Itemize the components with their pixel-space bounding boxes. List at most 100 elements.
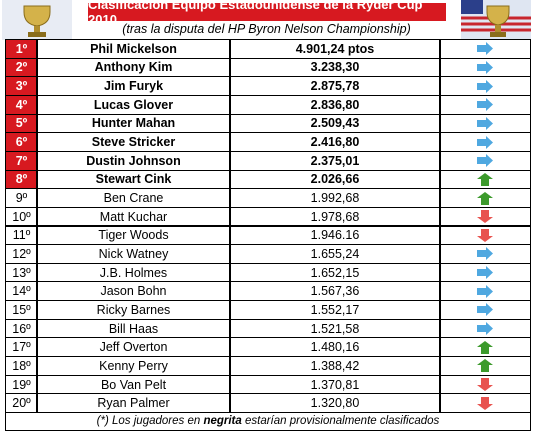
trend-arrow bbox=[477, 154, 493, 168]
arrow-shape bbox=[477, 303, 493, 317]
rank-cell: 13º bbox=[5, 262, 38, 283]
rank-cell: 9º bbox=[5, 188, 38, 208]
rank-cell: 5º bbox=[5, 113, 38, 134]
name-cell: Ricky Barnes bbox=[36, 300, 231, 320]
arrow-shape bbox=[477, 378, 493, 391]
rank-cell: 4º bbox=[5, 94, 38, 115]
arrow-shape bbox=[477, 79, 493, 93]
points-cell: 2.509,43 bbox=[229, 113, 441, 134]
name-cell: Dustin Johnson bbox=[36, 150, 231, 171]
points-cell: 1.655,24 bbox=[229, 244, 441, 264]
rank-cell: 18º bbox=[5, 356, 38, 376]
name-cell: Bo Van Pelt bbox=[36, 374, 231, 395]
rank-cell: 12º bbox=[5, 244, 38, 264]
trend-cell bbox=[439, 281, 531, 302]
footer-note: (*) Los jugadores en negrita estarían pr… bbox=[5, 413, 531, 431]
points-cell: 1.552,17 bbox=[229, 300, 441, 320]
rank-cell: 16º bbox=[5, 318, 38, 339]
trend-cell bbox=[439, 262, 531, 283]
rank-cell: 8º bbox=[5, 169, 38, 190]
name-cell: Kenny Perry bbox=[36, 356, 231, 376]
trend-cell bbox=[439, 169, 531, 190]
trend-cell bbox=[439, 206, 531, 227]
trend-arrow bbox=[477, 60, 493, 74]
name-cell: Stewart Cink bbox=[36, 169, 231, 190]
rank-cell: 17º bbox=[5, 337, 38, 358]
trend-arrow bbox=[477, 322, 493, 336]
trophy-left bbox=[2, 0, 72, 40]
rank-cell: 20º bbox=[5, 393, 38, 413]
trend-arrow bbox=[477, 228, 493, 242]
arrow-shape bbox=[477, 322, 493, 336]
trend-cell bbox=[439, 225, 531, 246]
note-text: (*) Los jugadores en bbox=[96, 415, 204, 427]
points-cell: 2.875,78 bbox=[229, 76, 441, 96]
rank-cell: 10º bbox=[5, 206, 38, 227]
points-cell: 2.026,66 bbox=[229, 169, 441, 190]
name-cell: Steve Stricker bbox=[36, 132, 231, 152]
trend-cell bbox=[439, 150, 531, 171]
name-cell: Ben Crane bbox=[36, 188, 231, 208]
title: Clasificación Equipo Estadounidense de l… bbox=[88, 0, 446, 27]
trend-cell bbox=[439, 188, 531, 208]
trend-cell bbox=[439, 356, 531, 376]
rank-cell: 11º bbox=[5, 225, 38, 246]
points-cell: 1.992,68 bbox=[229, 188, 441, 208]
trend-arrow bbox=[477, 210, 493, 224]
name-cell: Tiger Woods bbox=[36, 225, 231, 246]
name-cell: Lucas Glover bbox=[36, 94, 231, 115]
arrow-shape bbox=[477, 247, 493, 261]
name-cell: Matt Kuchar bbox=[36, 206, 231, 227]
arrow-shape bbox=[477, 116, 493, 130]
trend-arrow bbox=[477, 378, 493, 391]
name-cell: Jeff Overton bbox=[36, 337, 231, 358]
trend-arrow bbox=[477, 266, 493, 280]
trend-arrow bbox=[477, 98, 493, 112]
trend-arrow bbox=[477, 284, 493, 298]
arrow-shape bbox=[477, 98, 493, 112]
trend-arrow bbox=[477, 135, 493, 149]
points-cell: 1.946.16 bbox=[229, 225, 441, 246]
arrow-shape bbox=[477, 135, 493, 149]
arrow-shape bbox=[477, 60, 493, 74]
arrow-shape bbox=[477, 284, 493, 298]
points-cell: 1.652,15 bbox=[229, 262, 441, 283]
points-cell: 1.320,80 bbox=[229, 393, 441, 413]
rank-cell: 6º bbox=[5, 132, 38, 152]
trend-cell bbox=[439, 57, 531, 78]
rank-cell: 3º bbox=[5, 76, 38, 96]
points-cell: 1.370,81 bbox=[229, 374, 441, 395]
trend-cell bbox=[439, 113, 531, 134]
note-text: estarían provisionalmente clasificados bbox=[241, 415, 440, 427]
points-cell: 1.567,36 bbox=[229, 281, 441, 302]
trend-arrow bbox=[477, 396, 493, 410]
points-cell: 1.978,68 bbox=[229, 206, 441, 227]
arrow-shape bbox=[477, 266, 493, 280]
arrow-shape bbox=[477, 210, 493, 224]
rank-cell: 14º bbox=[5, 281, 38, 302]
name-cell: Ryan Palmer bbox=[36, 393, 231, 413]
subtitle: (tras la disputa del HP Byron Nelson Cha… bbox=[122, 22, 411, 36]
trend-arrow bbox=[477, 79, 493, 93]
name-cell: Phil Mickelson bbox=[36, 39, 231, 59]
points-cell: 3.238,30 bbox=[229, 57, 441, 78]
arrow-shape bbox=[477, 191, 493, 205]
points-cell: 1.521,58 bbox=[229, 318, 441, 339]
name-cell: Anthony Kim bbox=[36, 57, 231, 78]
trend-cell bbox=[439, 76, 531, 96]
arrow-shape bbox=[477, 396, 493, 410]
points-cell: 4.901,24 ptos bbox=[229, 39, 441, 59]
name-cell: Hunter Mahan bbox=[36, 113, 231, 134]
name-cell: J.B. Holmes bbox=[36, 262, 231, 283]
arrow-shape bbox=[477, 172, 493, 186]
trend-arrow bbox=[477, 303, 493, 317]
points-cell: 1.480,16 bbox=[229, 337, 441, 358]
trend-arrow bbox=[477, 172, 493, 186]
arrow-shape bbox=[477, 359, 493, 373]
rank-cell: 15º bbox=[5, 300, 38, 320]
trophy-right bbox=[461, 0, 531, 40]
points-cell: 1.388,42 bbox=[229, 356, 441, 376]
trend-arrow bbox=[477, 340, 493, 354]
name-cell: Bill Haas bbox=[36, 318, 231, 339]
